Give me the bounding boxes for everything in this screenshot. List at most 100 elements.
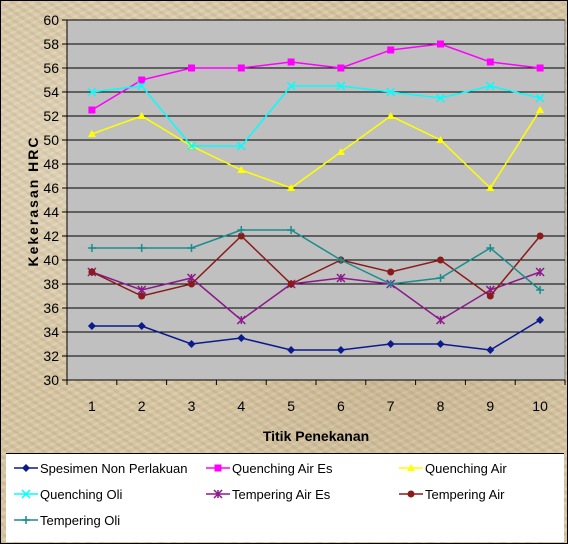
data-point — [137, 112, 146, 119]
data-point — [386, 112, 395, 119]
data-point — [87, 244, 96, 252]
legend-item: Quenching Air Es — [206, 458, 332, 478]
data-point — [237, 226, 246, 234]
legend-swatch — [206, 464, 230, 472]
data-point — [435, 93, 446, 103]
data-point — [535, 93, 545, 103]
data-point — [237, 64, 245, 72]
data-point — [137, 244, 146, 252]
data-point — [437, 40, 444, 48]
x-tick-label: 10 — [532, 398, 548, 414]
data-point — [287, 226, 296, 234]
legend-label: Quenching Air — [425, 460, 507, 476]
data-point — [536, 106, 545, 113]
y-tick-label: 46 — [43, 180, 59, 196]
series-7 — [87, 226, 545, 294]
legend-item: Spesimen Non Perlakuan — [14, 458, 187, 478]
legend-swatch — [399, 464, 423, 471]
series-4 — [87, 81, 545, 151]
data-point — [536, 316, 545, 324]
y-tick-label: 60 — [43, 12, 59, 28]
data-point — [486, 184, 495, 191]
series-group — [87, 40, 545, 354]
data-point — [436, 274, 445, 282]
series-line — [91, 43, 541, 111]
series-line — [91, 229, 541, 291]
data-point — [237, 232, 245, 240]
data-point — [188, 64, 195, 72]
x-tick-labels: 1 2 3 4 5 6 7 8 9 10 — [88, 398, 548, 414]
x-tick-label: 3 — [188, 398, 196, 414]
data-point — [287, 58, 295, 66]
data-point — [237, 166, 246, 173]
legend-marker — [407, 464, 415, 471]
legend-swatch — [399, 490, 423, 498]
data-point — [287, 184, 296, 191]
series-1 — [87, 316, 545, 354]
legend-label: Spesimen Non Perlakuan — [40, 460, 188, 476]
data-point — [436, 136, 445, 143]
legend-item: Tempering Oli — [14, 510, 120, 530]
data-point — [387, 46, 395, 54]
data-point — [88, 268, 96, 276]
data-point — [237, 334, 246, 342]
data-point — [536, 286, 545, 294]
data-point — [236, 315, 246, 325]
x-tick-label: 9 — [486, 398, 494, 414]
series-6 — [88, 232, 544, 300]
y-tick-label: 32 — [43, 348, 59, 364]
data-point — [336, 148, 345, 155]
data-point — [437, 256, 444, 264]
series-2 — [88, 40, 544, 114]
series-3 — [87, 106, 545, 191]
legend-swatch — [14, 489, 38, 499]
legend-swatch — [14, 516, 38, 524]
data-point — [436, 340, 445, 348]
data-point — [485, 81, 495, 91]
x-axis-title: Titik Penekanan — [263, 428, 369, 444]
y-tick-label: 44 — [43, 204, 59, 220]
x-tick-label: 1 — [88, 398, 96, 414]
legend-item: Quenching Air — [399, 458, 507, 478]
data-point — [138, 292, 146, 300]
x-tick-label: 5 — [287, 398, 295, 414]
data-point — [486, 244, 495, 252]
data-point — [486, 58, 494, 66]
legend-item: Tempering Air Es — [206, 484, 330, 504]
data-point — [87, 130, 96, 137]
series-line — [91, 271, 541, 321]
legend-swatch — [206, 489, 230, 499]
legend-marker — [407, 490, 415, 498]
x-tick-label: 4 — [237, 398, 245, 414]
legend-label: Tempering Air — [425, 486, 505, 502]
data-point — [236, 141, 246, 151]
data-point — [386, 280, 395, 288]
y-tick-label: 36 — [43, 300, 59, 316]
x-tick-label: 8 — [437, 398, 445, 414]
data-point — [87, 87, 97, 97]
legend-marker — [213, 489, 223, 499]
legend-item: Tempering Air — [399, 484, 504, 504]
data-point — [187, 340, 196, 348]
data-point — [186, 141, 197, 151]
legend-label: Tempering Oli — [40, 512, 121, 528]
data-point — [137, 322, 146, 330]
y-axis-title: Kekerasan HRC — [25, 135, 41, 266]
series-line — [91, 234, 541, 298]
data-point — [387, 268, 395, 276]
legend-marker — [22, 516, 30, 524]
y-tick-labels: 30 32 34 36 38 40 42 44 46 48 50 52 54 56 58 60 — [43, 12, 59, 388]
y-tick-label: 56 — [43, 60, 59, 76]
y-tick-label: 52 — [43, 108, 59, 124]
legend: Spesimen Non Perlakuan Quenching Air Es Qu… — [6, 453, 564, 542]
y-tick-label: 30 — [43, 372, 59, 388]
y-tick-label: 58 — [43, 36, 59, 52]
legend-label: Quenching Oli — [40, 486, 123, 502]
legend-marker — [21, 489, 31, 499]
data-point — [336, 273, 346, 283]
y-tick-label: 38 — [43, 276, 59, 292]
data-point — [386, 340, 395, 348]
data-point — [337, 64, 345, 72]
y-tick-label: 42 — [43, 228, 59, 244]
y-tick-label: 40 — [43, 252, 59, 268]
